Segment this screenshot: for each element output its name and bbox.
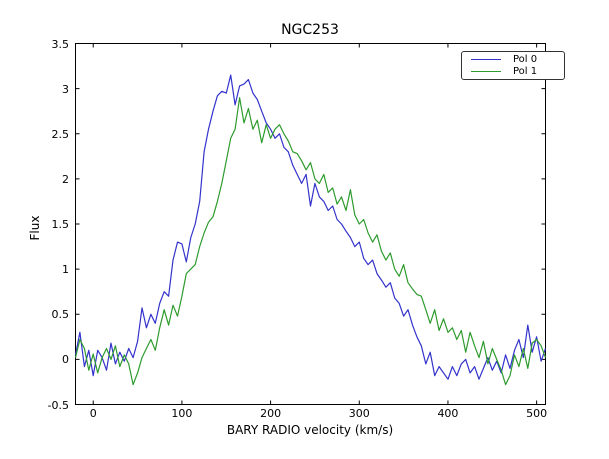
legend-label-pol1: Pol 1: [513, 66, 538, 78]
y-tick-label: 0.5: [51, 308, 70, 322]
y-tick-label: 1.5: [51, 218, 70, 231]
legend-line-sample-pol1: [471, 71, 501, 73]
y-tick-label: -0.5: [47, 398, 69, 412]
y-tick-label: 2: [62, 172, 69, 186]
x-tick-label: 200: [260, 407, 282, 420]
legend-line-sample-pol0: [471, 58, 501, 60]
y-tick-label: 1: [62, 263, 69, 277]
legend-entry-pol1: Pol 1: [462, 66, 564, 78]
x-tick-label: 300: [348, 407, 370, 420]
y-tick-label: 0: [62, 353, 69, 367]
legend-entry-pol0: Pol 0: [462, 53, 564, 65]
legend-label-pol0: Pol 0: [513, 53, 538, 65]
x-tick-label: 400: [437, 407, 459, 420]
x-tick-label: 0: [89, 407, 97, 420]
x-tick-label: 500: [526, 407, 548, 420]
y-tick-label: 3: [62, 82, 69, 96]
x-tick-label: 100: [171, 407, 193, 420]
y-tick-label: 3.5: [51, 37, 70, 51]
legend-box: Pol 0 Pol 1: [461, 51, 565, 80]
x-axis-label: BARY RADIO velocity (km/s): [226, 423, 394, 437]
y-tick-label: 2.5: [51, 127, 70, 141]
series-line-pol-0: [74, 74, 547, 380]
series-line-pol-1: [74, 97, 547, 386]
chart-title: NGC253: [281, 22, 339, 38]
